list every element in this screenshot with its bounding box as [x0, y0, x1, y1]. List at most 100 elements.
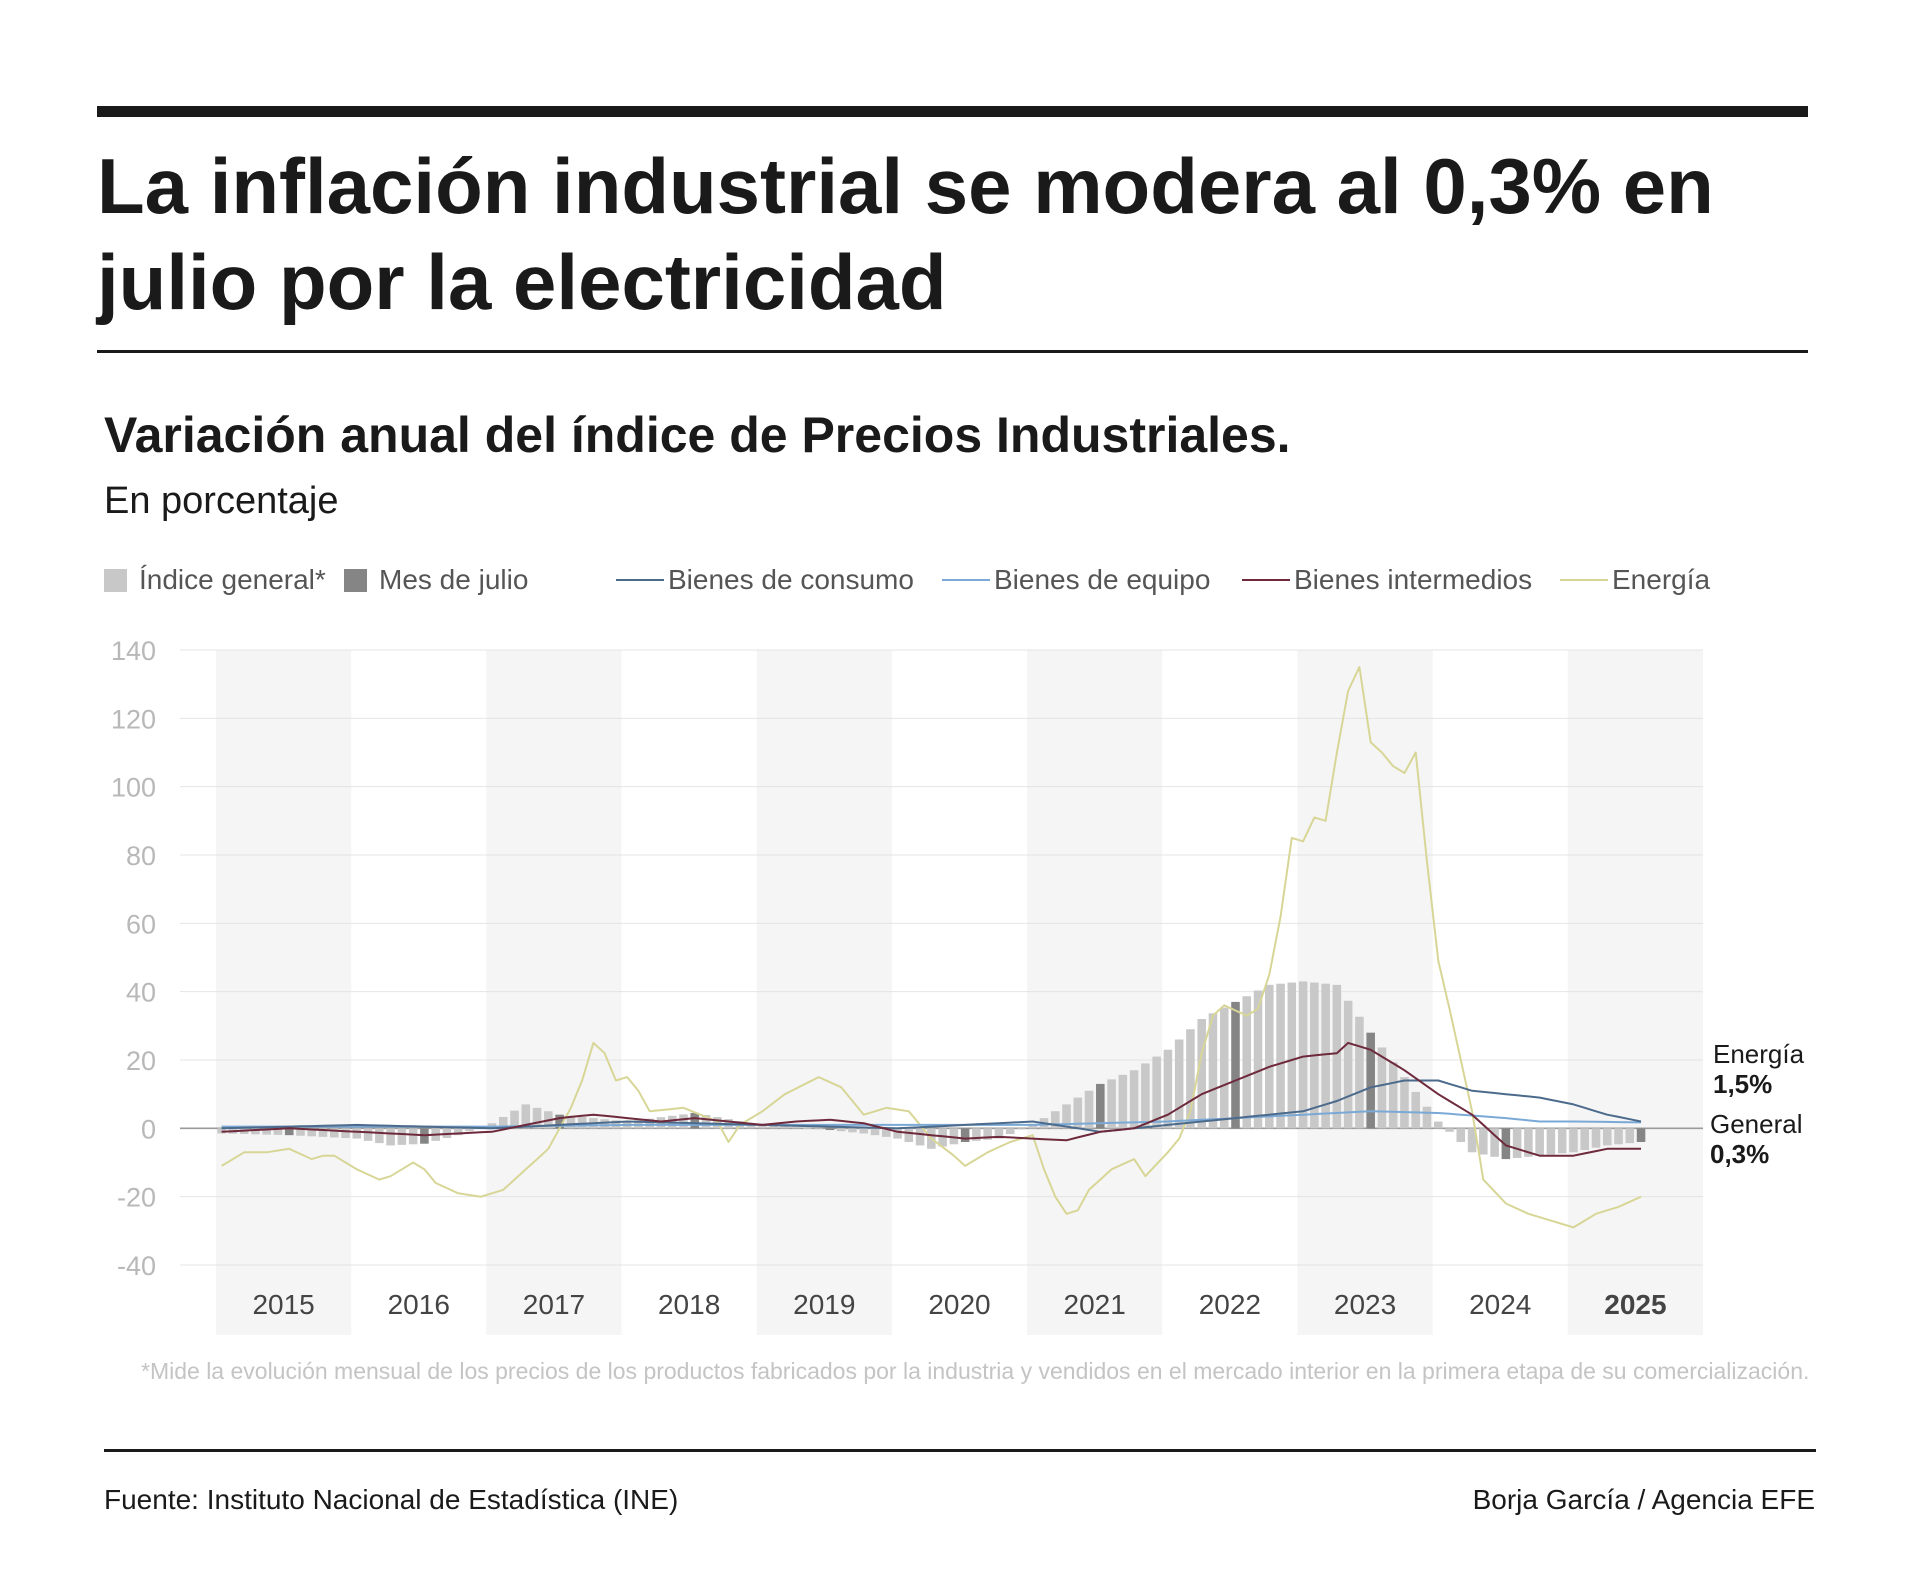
bar-general [803, 1127, 812, 1129]
bar-general [273, 1128, 283, 1135]
year-band-2025 [1567, 650, 1703, 1335]
bar-general [1073, 1097, 1083, 1129]
x-tick-label-2018: 2018 [658, 1289, 720, 1320]
bar-general [972, 1128, 981, 1141]
bar-july [690, 1112, 700, 1129]
footnote: *Mide la evolución mensual de los precio… [141, 1358, 1810, 1384]
bar-general [758, 1124, 767, 1129]
bar-general [251, 1128, 260, 1135]
bar-general [701, 1115, 711, 1129]
bar-general [1479, 1128, 1488, 1155]
bar-general [296, 1128, 305, 1136]
series-line-bienes-intermedios [221, 1041, 1641, 1157]
bar-general [1490, 1128, 1499, 1157]
year-band-2019 [756, 650, 892, 1335]
bar-general [1084, 1090, 1094, 1129]
bar-general [679, 1114, 688, 1129]
bar-general [1557, 1128, 1567, 1154]
legend-energia-line [1560, 579, 1608, 581]
legend-consumo: Bienes de consumo [616, 560, 914, 600]
end-label-energia-value: 1,5% [1713, 1069, 1773, 1099]
bar-july [1501, 1128, 1511, 1160]
bar-general [1141, 1063, 1150, 1129]
bar-general [1219, 1007, 1229, 1129]
bar-general [498, 1116, 508, 1129]
y-tick-label--20: -20 [117, 1183, 156, 1213]
bar-july [960, 1128, 970, 1142]
bar-general [1152, 1056, 1161, 1129]
x-tick-label-2025: 2025 [1604, 1289, 1666, 1320]
bar-general [1129, 1070, 1139, 1129]
y-tick-label-0: 0 [141, 1114, 156, 1144]
bar-general [814, 1128, 823, 1130]
y-tick-label-120: 120 [111, 704, 156, 734]
bar-general [1512, 1128, 1522, 1158]
bar-general [465, 1128, 474, 1132]
bar-general [949, 1128, 959, 1145]
bar-general [1265, 984, 1274, 1129]
legend-energia: Energía [1560, 560, 1710, 600]
bar-general [1422, 1106, 1432, 1129]
legend-july-swatch [344, 568, 367, 592]
legend-july: Mes de julio [344, 560, 528, 600]
bar-general [848, 1128, 857, 1133]
x-tick-label-2016: 2016 [388, 1289, 450, 1320]
x-tick-label-2021: 2021 [1064, 1289, 1126, 1320]
legend-general-label: Índice general* [139, 564, 326, 595]
bar-general [859, 1128, 869, 1134]
bar-general [1602, 1128, 1612, 1146]
chart-subtitle: En porcentaje [104, 480, 339, 522]
bar-general [1050, 1111, 1060, 1129]
bar-general [1163, 1049, 1173, 1129]
legend-intermedios-line [1242, 579, 1290, 581]
bar-general [836, 1128, 846, 1132]
legend-equipo: Bienes de equipo [942, 560, 1210, 600]
bar-general [510, 1110, 519, 1129]
bar-general [1625, 1128, 1635, 1144]
bar-general [1298, 981, 1308, 1129]
bar-general [1433, 1121, 1443, 1129]
bar-general [577, 1116, 587, 1129]
source: Fuente: Instituto Nacional de Estadístic… [104, 1484, 679, 1515]
credit: Borja García / Agencia EFE [1472, 1484, 1815, 1515]
bar-general [600, 1119, 609, 1129]
bar-general [1197, 1019, 1206, 1129]
bar-general [1580, 1128, 1589, 1150]
bar-general [1445, 1128, 1454, 1132]
legend-july-label: Mes de julio [379, 564, 529, 595]
bar-general [341, 1128, 350, 1139]
bar-general [1377, 1047, 1387, 1129]
bar-general [1005, 1128, 1015, 1135]
bar-general [453, 1128, 463, 1136]
bar-general [1017, 1128, 1026, 1130]
bar-general [408, 1128, 418, 1145]
y-tick-label-20: 20 [126, 1046, 156, 1076]
bar-july [1366, 1032, 1375, 1129]
x-tick-label-2023: 2023 [1334, 1289, 1396, 1320]
bar-general [1028, 1124, 1038, 1129]
x-tick-label-2024: 2024 [1469, 1289, 1531, 1320]
bar-general [1242, 996, 1252, 1129]
bar-general [791, 1126, 801, 1129]
footer-rule [104, 1449, 1816, 1452]
bar-general [397, 1128, 407, 1145]
y-tick-label-80: 80 [126, 841, 156, 871]
bar-general [1343, 1000, 1353, 1129]
bar-general [1388, 1062, 1398, 1129]
bar-general [1107, 1079, 1116, 1129]
legend: Índice general* Mes de julio Bienes de c… [104, 560, 1804, 600]
bar-general [1253, 990, 1263, 1129]
legend-intermedios-label: Bienes intermedios [1294, 564, 1533, 595]
bar-general [1591, 1128, 1601, 1148]
bar-general [780, 1125, 790, 1129]
bar-general [1186, 1029, 1195, 1129]
bar-general [915, 1128, 925, 1146]
bar-general [1118, 1074, 1128, 1129]
bar-general [386, 1128, 395, 1146]
chart-title: Variación anual del índice de Precios In… [104, 407, 1291, 463]
legend-energia-label: Energía [1612, 564, 1711, 595]
bar-general [330, 1128, 339, 1138]
bar-general [1332, 984, 1342, 1129]
bar-general [363, 1128, 373, 1141]
